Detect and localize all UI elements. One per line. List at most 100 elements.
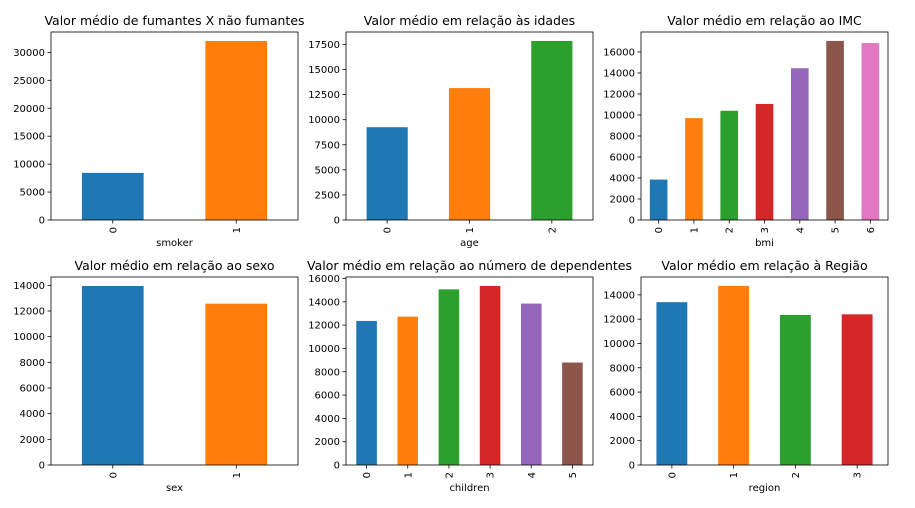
xtick-label: 1 [689,227,700,233]
ytick-label: 5000 [315,165,340,176]
ytick-label: 14000 [13,281,45,292]
ytick-label: 10000 [308,344,340,355]
xtick-label: 1 [232,227,243,233]
ytick-label: 0 [334,216,340,227]
bar-1 [205,303,268,465]
ytick-label: 8000 [610,131,635,142]
chart-title: Valor médio de fumantes X não fumantes [44,13,304,28]
chart-title: Valor médio em relação ao sexo [75,258,275,273]
chart-title: Valor médio em relação ao número de depe… [307,258,632,273]
bar-1 [397,316,419,465]
chart-title: Valor médio em relação às idades [364,13,575,28]
ytick-label: 12500 [308,90,340,101]
ytick-label: 0 [629,216,635,227]
bar-5 [562,362,583,465]
xtick-label: 3 [486,472,497,478]
xtick-label: 4 [527,472,538,478]
ytick-label: 4000 [610,412,635,423]
ytick-label: 12000 [603,315,635,326]
xtick-label: 1 [403,472,414,478]
xtick-label: 0 [383,227,394,233]
ytick-label: 12000 [603,89,635,100]
x-axis-label: smoker [156,238,194,249]
ytick-label: 0 [334,461,340,472]
xtick-label: 4 [795,227,806,233]
ytick-label: 7500 [315,140,340,151]
ytick-label: 16000 [603,47,635,58]
ytick-label: 5000 [20,188,45,199]
ytick-label: 8000 [315,367,340,378]
ytick-label: 8000 [610,363,635,374]
chart-title: Valor médio em relação à Região [661,258,867,273]
chart-title: Valor médio em relação ao IMC [667,13,862,28]
ytick-label: 10000 [13,160,45,171]
ytick-label: 6000 [315,391,340,402]
bar-2 [438,289,460,465]
ytick-label: 10000 [13,332,45,343]
axes-frame [640,276,889,466]
bar-0 [366,127,408,220]
bar-1 [448,88,491,220]
ytick-label: 2000 [315,437,340,448]
x-axis-label: region [749,483,781,494]
subplot-1: 0 2500 5000 7500 10000 12500 15000 17500 0 1 2 age V… [308,13,594,249]
axes-frame [50,31,299,221]
bar-1 [718,285,750,465]
bar-3 [479,285,501,465]
bar-0 [356,320,377,465]
ytick-label: 25000 [13,76,45,87]
ytick-label: 12000 [308,321,340,332]
ytick-label: 0 [39,461,45,472]
ytick-label: 17500 [308,40,340,51]
ytick-label: 15000 [13,132,45,143]
ytick-label: 0 [39,216,45,227]
xtick-label: 0 [108,227,119,233]
x-axis-label: sex [166,483,183,494]
xtick-label: 2 [725,227,736,233]
bar-1 [205,40,268,220]
ytick-label: 0 [629,461,635,472]
ytick-label: 2000 [610,194,635,205]
xtick-label: 2 [791,472,802,478]
axes-frame [345,276,594,466]
bar-3 [755,103,774,220]
ytick-label: 14000 [603,68,635,79]
bar-2 [779,314,811,465]
ytick-label: 2000 [20,435,45,446]
ytick-label: 8000 [20,358,45,369]
ytick-label: 14000 [308,297,340,308]
ytick-label: 4000 [315,414,340,425]
bar-5 [826,40,844,221]
xtick-label: 2 [547,227,558,233]
ytick-label: 6000 [610,152,635,163]
xtick-label: 2 [444,472,455,478]
ytick-label: 4000 [20,409,45,420]
x-axis-label: bmi [755,238,774,249]
ytick-label: 12000 [13,307,45,318]
ytick-label: 4000 [610,173,635,184]
ytick-label: 2000 [610,436,635,447]
subplot-2: 0 2000 4000 6000 8000 10000 12000 14000 16000 0 1 2… [603,13,889,249]
bar-4 [520,303,542,465]
xtick-label: 0 [654,227,665,233]
ytick-label: 16000 [308,274,340,285]
xtick-label: 5 [568,472,579,478]
ytick-label: 6000 [20,384,45,395]
ytick-label: 14000 [603,290,635,301]
bar-2 [720,110,739,220]
xtick-label: 1 [465,227,476,233]
xtick-label: 3 [853,472,864,478]
subplot-3: 0 2000 4000 6000 8000 10000 12000 14000 0 1 sex Val… [13,258,299,494]
xtick-label: 3 [760,227,771,233]
xtick-label: 0 [108,472,119,478]
x-axis-label: children [449,483,489,494]
xtick-label: 6 [866,227,877,233]
xtick-label: 0 [667,472,678,478]
ytick-label: 15000 [308,65,340,76]
xtick-label: 1 [729,472,740,478]
bar-4 [790,68,809,220]
subplot-5: 0 2000 4000 6000 8000 10000 12000 14000 0 1 2 3 regi… [603,258,889,494]
subplot-0: 0 5000 10000 15000 20000 25000 30000 0 1 smoker Va… [13,13,304,249]
